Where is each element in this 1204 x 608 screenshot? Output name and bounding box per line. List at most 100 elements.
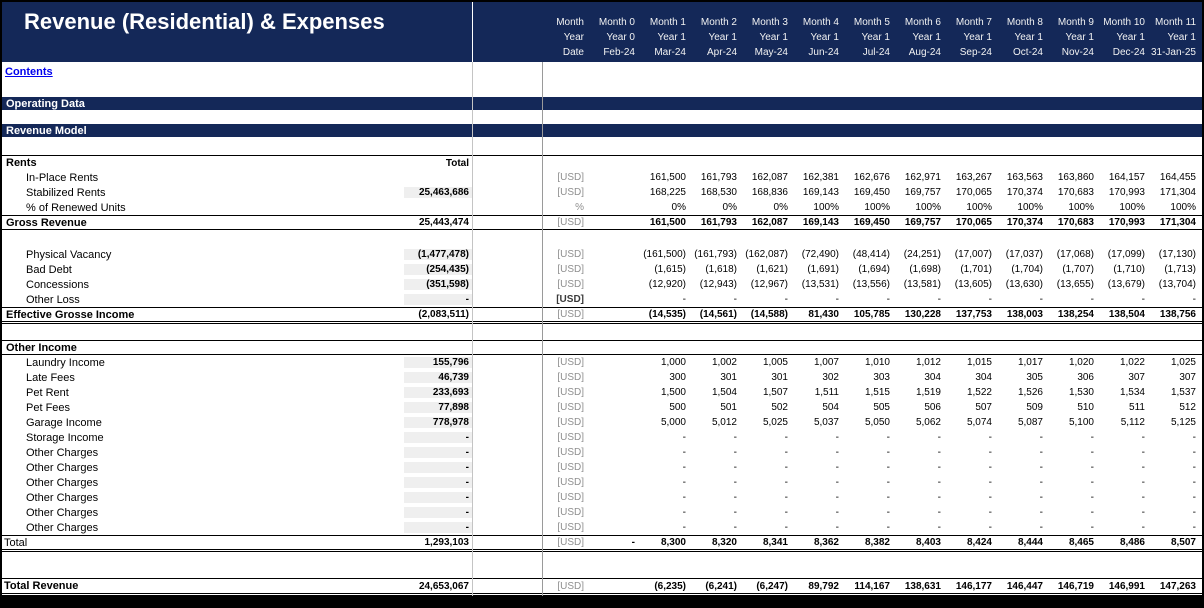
value-cell[interactable]: - (886, 492, 890, 503)
row-label[interactable]: Other Loss (26, 293, 80, 306)
total-cell[interactable]: - (404, 522, 472, 533)
row-label[interactable]: Storage Income (26, 431, 104, 444)
total-cell[interactable]: (351,598) (404, 279, 472, 290)
value-cell[interactable]: (161,500) (643, 249, 686, 260)
unit-cell[interactable]: [USD] (557, 387, 584, 398)
value-cell[interactable]: 137,753 (955, 309, 992, 320)
value-cell[interactable]: - (835, 507, 839, 518)
value-cell[interactable]: - (1192, 294, 1196, 305)
value-cell[interactable]: - (988, 477, 992, 488)
value-cell[interactable]: - (835, 447, 839, 458)
value-cell[interactable]: 100% (915, 202, 941, 213)
unit-cell[interactable]: [USD] (557, 217, 584, 228)
value-cell[interactable]: - (682, 447, 686, 458)
value-cell[interactable]: 304 (924, 372, 941, 383)
row-label[interactable]: Total Revenue (4, 580, 79, 592)
value-cell[interactable]: (12,967) (750, 279, 788, 290)
value-cell[interactable]: - (1090, 294, 1094, 305)
value-cell[interactable]: - (733, 477, 737, 488)
unit-cell[interactable]: [USD] (557, 432, 584, 443)
value-cell[interactable]: - (835, 477, 839, 488)
value-cell[interactable]: 5,050 (864, 417, 890, 428)
value-cell[interactable]: 170,993 (1108, 187, 1145, 198)
value-cell[interactable]: 170,683 (1057, 217, 1094, 228)
total-cell[interactable]: - (404, 462, 472, 473)
total-cell[interactable]: 24,653,067 (418, 580, 469, 592)
value-cell[interactable]: (13,655) (1056, 279, 1094, 290)
total-cell[interactable]: (2,083,511) (418, 309, 469, 320)
value-cell[interactable]: 1,020 (1068, 357, 1094, 368)
unit-cell[interactable]: [USD] (557, 357, 584, 368)
value-cell[interactable]: - (682, 492, 686, 503)
value-cell[interactable]: - (988, 492, 992, 503)
unit-cell[interactable]: [USD] (557, 447, 584, 458)
value-cell[interactable]: 1,522 (966, 387, 992, 398)
value-cell[interactable]: (1,713) (1164, 264, 1196, 275)
value-cell[interactable]: 100% (966, 202, 992, 213)
value-cell[interactable]: - (1192, 432, 1196, 443)
row-label[interactable]: Other Income (6, 341, 77, 354)
value-cell[interactable]: 1,500 (660, 387, 686, 398)
value-cell[interactable]: 146,177 (955, 580, 992, 592)
value-cell[interactable]: - (1090, 462, 1094, 473)
value-cell[interactable]: (13,630) (1005, 279, 1043, 290)
value-cell[interactable]: (1,698) (909, 264, 941, 275)
value-cell[interactable]: (17,007) (954, 249, 992, 260)
value-cell[interactable]: - (886, 522, 890, 533)
value-cell[interactable]: 8,444 (1017, 537, 1043, 548)
value-cell[interactable]: - (733, 492, 737, 503)
value-cell[interactable]: (17,099) (1107, 249, 1145, 260)
value-cell[interactable]: - (886, 477, 890, 488)
value-cell[interactable]: 170,065 (955, 217, 992, 228)
value-cell[interactable]: 8,320 (711, 537, 737, 548)
row-label[interactable]: Other Charges (26, 461, 99, 474)
value-cell[interactable]: - (1039, 492, 1043, 503)
row-label[interactable]: Effective Grosse Income (6, 308, 135, 321)
value-cell[interactable]: 81,430 (808, 309, 839, 320)
value-cell[interactable]: 146,719 (1057, 580, 1094, 592)
value-cell[interactable]: - (937, 522, 941, 533)
contents-link[interactable]: Contents (5, 66, 53, 78)
value-cell[interactable]: 303 (873, 372, 890, 383)
value-cell[interactable]: - (1039, 462, 1043, 473)
value-cell[interactable]: (6,247) (756, 580, 788, 592)
value-cell[interactable]: (12,920) (648, 279, 686, 290)
value-cell[interactable]: 5,125 (1170, 417, 1196, 428)
unit-cell[interactable]: % (575, 202, 584, 213)
value-cell[interactable]: 164,157 (1108, 172, 1145, 183)
value-cell[interactable]: - (835, 462, 839, 473)
value-cell[interactable]: (17,130) (1158, 249, 1196, 260)
value-cell[interactable]: 8,341 (762, 537, 788, 548)
value-cell[interactable]: 168,530 (700, 187, 737, 198)
row-label[interactable]: Other Charges (26, 476, 99, 489)
value-cell[interactable]: - (835, 432, 839, 443)
unit-cell[interactable]: [USD] (557, 462, 584, 473)
row-label[interactable]: Concessions (26, 278, 89, 291)
row-label[interactable]: Pet Fees (26, 401, 71, 414)
value-cell[interactable]: - (1192, 462, 1196, 473)
value-cell[interactable]: 170,065 (955, 187, 992, 198)
value-cell[interactable]: 114,167 (854, 580, 890, 592)
value-cell[interactable]: 168,225 (649, 187, 686, 198)
total-cell[interactable]: Total (445, 157, 469, 169)
value-cell[interactable]: - (1192, 507, 1196, 518)
value-cell[interactable]: 168,836 (751, 187, 788, 198)
value-cell[interactable]: 5,112 (1120, 417, 1145, 428)
value-cell[interactable]: - (1141, 432, 1145, 443)
row-label[interactable]: Bad Debt (26, 263, 72, 276)
value-cell[interactable]: (1,691) (807, 264, 839, 275)
row-label[interactable]: In-Place Rents (26, 171, 99, 184)
value-cell[interactable]: 1,515 (864, 387, 890, 398)
value-cell[interactable]: (6,235) (654, 580, 686, 592)
value-cell[interactable]: 169,757 (904, 187, 941, 198)
value-cell[interactable]: - (1192, 447, 1196, 458)
value-cell[interactable]: (1,615) (654, 264, 686, 275)
unit-cell[interactable]: [USD] (557, 537, 584, 548)
value-cell[interactable]: - (1090, 477, 1094, 488)
value-cell[interactable]: - (1090, 492, 1094, 503)
value-cell[interactable]: 163,563 (1006, 172, 1043, 183)
value-cell[interactable]: - (1090, 522, 1094, 533)
value-cell[interactable]: - (886, 462, 890, 473)
value-cell[interactable]: 105,785 (853, 309, 890, 320)
value-cell[interactable]: 169,143 (802, 187, 839, 198)
